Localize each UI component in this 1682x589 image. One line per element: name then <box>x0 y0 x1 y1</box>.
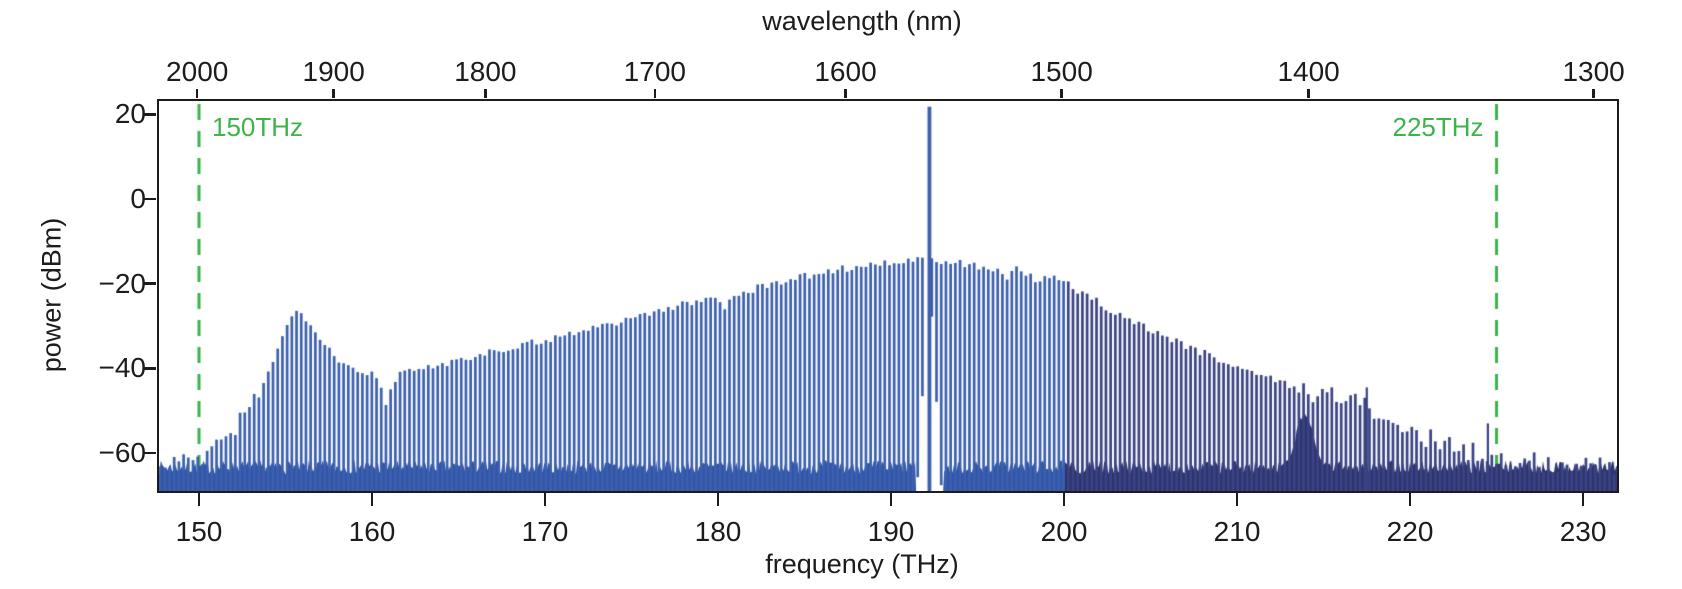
x-axis-tick <box>716 492 720 506</box>
top-axis-tick <box>195 89 199 98</box>
x-axis-tick-label: 160 <box>348 516 396 547</box>
top-axis-tick <box>1307 89 1310 98</box>
y-axis-tick <box>143 451 156 455</box>
x-axis-tick-label: 190 <box>867 516 915 547</box>
x-axis-tick <box>197 492 201 506</box>
x-axis-tick-label: 200 <box>1040 516 1088 547</box>
top-axis-tick <box>653 89 657 98</box>
comb-spectrum-canvas <box>158 100 1618 492</box>
x-axis-tick <box>543 492 547 506</box>
top-axis-tick <box>332 89 335 98</box>
top-axis-tick-label: 1900 <box>302 56 365 87</box>
x-axis-tick <box>1235 492 1239 506</box>
marker-label-150thz: 150THz <box>212 112 304 142</box>
x-axis-tick-label: 180 <box>694 516 742 547</box>
x-axis-title: frequency (THz) <box>765 549 959 579</box>
top-axis-tick-label: 1300 <box>1562 56 1625 87</box>
x-axis-tick-label: 170 <box>521 516 569 547</box>
top-axis-tick <box>1060 89 1063 98</box>
y-axis-tick-label: −60 <box>98 437 147 469</box>
y-axis-tick-label: −40 <box>98 352 147 384</box>
x-axis-tick <box>370 492 374 506</box>
top-axis-tick-label: 1500 <box>1030 56 1093 87</box>
x-axis-tick-label: 230 <box>1559 516 1607 547</box>
y-axis-tick-label: −20 <box>98 267 147 299</box>
top-axis-tick-label: 2000 <box>166 56 229 87</box>
y-axis-tick <box>143 197 156 201</box>
x-axis-tick-label: 210 <box>1213 516 1261 547</box>
y-axis-tick <box>143 367 156 370</box>
top-axis-title: wavelength (nm) <box>762 6 962 36</box>
y-axis-tick-label: 0 <box>130 183 146 215</box>
x-axis-tick <box>1062 492 1066 506</box>
top-axis-tick <box>844 89 847 98</box>
x-axis-tick <box>1408 492 1412 506</box>
top-axis-tick-label: 1600 <box>814 56 877 87</box>
y-axis-tick <box>143 282 156 286</box>
x-axis-tick <box>889 492 893 506</box>
top-axis-tick <box>484 89 487 98</box>
top-axis-tick-label: 1700 <box>623 56 686 87</box>
y-axis-tick-label: 20 <box>114 98 146 130</box>
marker-label-225thz: 225THz <box>1392 112 1484 142</box>
top-axis-tick-label: 1400 <box>1277 56 1340 87</box>
x-axis-tick-label: 220 <box>1386 516 1434 547</box>
x-axis-tick-label: 150 <box>175 516 223 547</box>
top-axis-tick <box>1592 89 1595 98</box>
x-axis-tick <box>1581 492 1585 506</box>
top-axis-tick-label: 1800 <box>454 56 517 87</box>
y-axis-tick <box>143 113 156 116</box>
